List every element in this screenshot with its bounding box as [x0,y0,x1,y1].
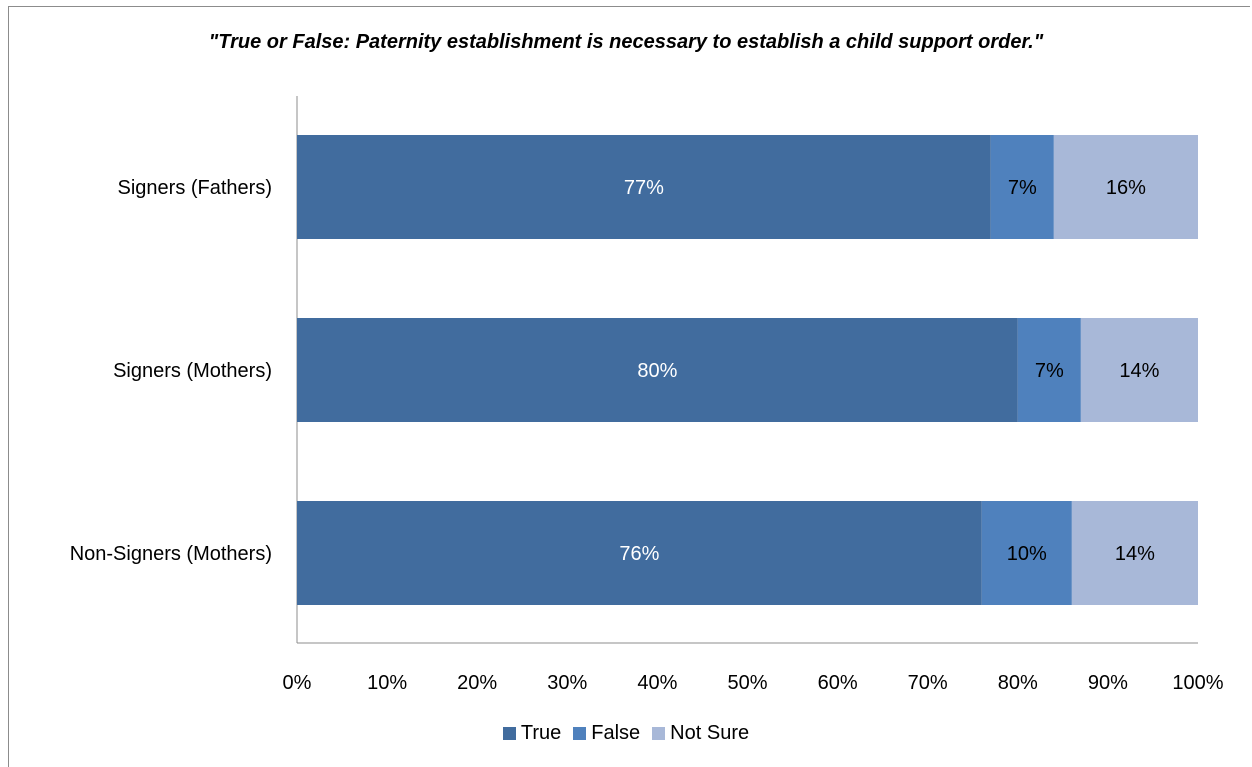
bar-segment [297,135,991,239]
data-label: 10% [1007,543,1047,565]
category-label: Signers (Fathers) [118,177,273,199]
bar-segment [1053,135,1198,239]
category-label: Non-Signers (Mothers) [70,543,272,565]
x-tick-label: 10% [367,672,407,694]
data-label: 77% [624,177,664,199]
x-tick-label: 50% [727,672,767,694]
legend-item: Not Sure [652,722,749,745]
legend-item: False [573,722,640,745]
bar-segment [981,501,1072,605]
data-label: 14% [1119,360,1159,382]
x-tick-label: 0% [283,672,312,694]
data-label: 7% [1008,177,1037,199]
x-tick-label: 30% [547,672,587,694]
data-label: 14% [1115,543,1155,565]
chart-legend: True False Not Sure [0,722,1252,745]
bar-segment [1017,318,1081,422]
category-label: Signers (Mothers) [113,360,272,382]
legend-swatch [573,727,587,740]
legend-swatch [652,727,666,740]
data-label: 7% [1035,360,1064,382]
x-tick-label: 40% [637,672,677,694]
data-label: 76% [619,543,659,565]
legend-label: False [591,722,641,744]
x-tick-label: 80% [998,672,1038,694]
x-tick-label: 20% [457,672,497,694]
data-label: 16% [1106,177,1146,199]
x-tick-label: 100% [1172,672,1223,694]
bar-segment [1080,318,1198,422]
x-tick-label: 60% [818,672,858,694]
bar-segment [1071,501,1198,605]
legend-swatch [502,727,516,740]
x-tick-label: 90% [1088,672,1128,694]
chart-title: "True or False: Paternity establishment … [208,31,1044,53]
bar-segment [990,135,1054,239]
data-label: 80% [637,360,677,382]
legend-item: True [502,722,562,745]
legend-label: Not Sure [670,722,750,744]
legend-label: True [520,722,562,744]
x-tick-label: 70% [908,672,948,694]
bar-segment [297,501,982,605]
bar-segment [297,318,1018,422]
